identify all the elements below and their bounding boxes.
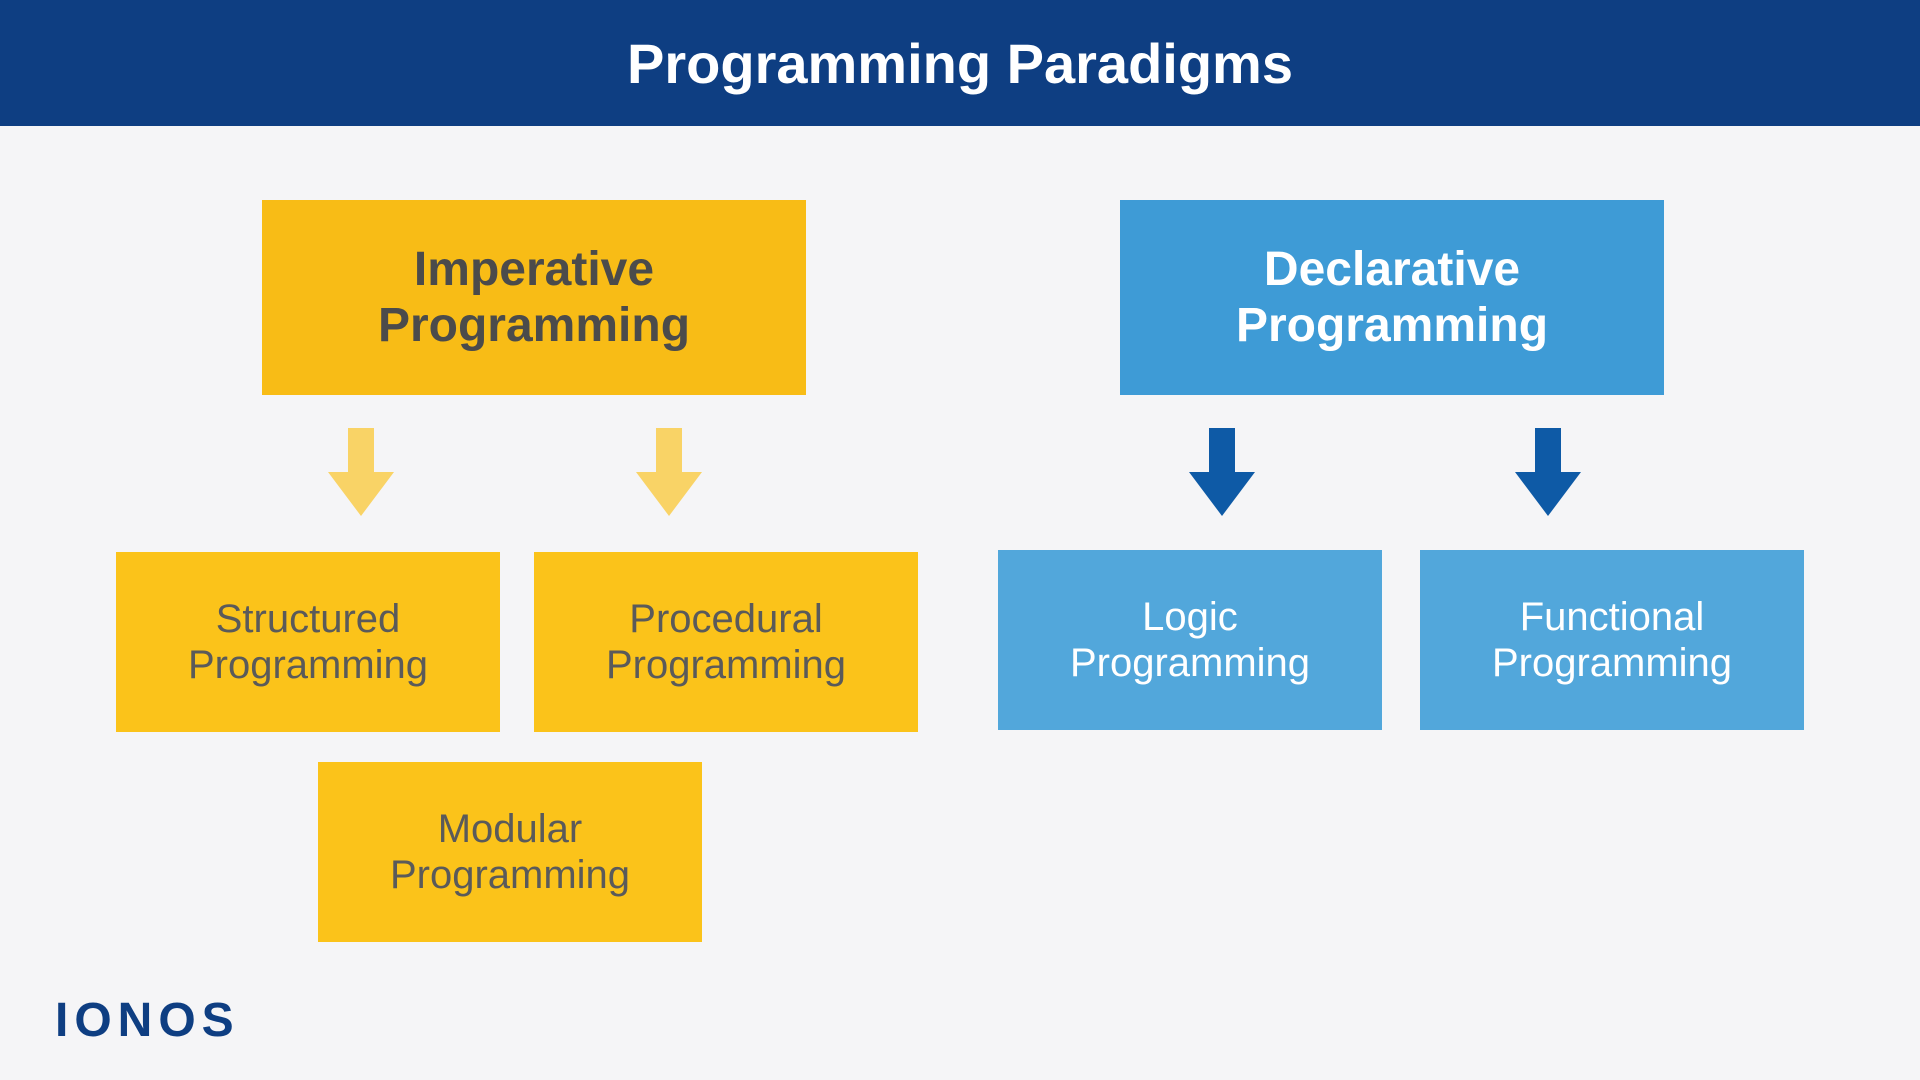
node-modular-label: ModularProgramming <box>390 806 630 898</box>
node-declarative-root-label: DeclarativeProgramming <box>1236 242 1548 352</box>
node-modular: ModularProgramming <box>318 762 702 942</box>
node-procedural: ProceduralProgramming <box>534 552 918 732</box>
node-functional: FunctionalProgramming <box>1420 550 1804 730</box>
node-imperative-root: ImperativeProgramming <box>262 200 806 395</box>
brand-logo: IONOS <box>55 993 240 1048</box>
node-logic: LogicProgramming <box>998 550 1382 730</box>
arrow-down-icon <box>328 428 394 516</box>
node-logic-label: LogicProgramming <box>1070 594 1310 686</box>
header-bar: Programming Paradigms <box>0 0 1920 126</box>
page-title: Programming Paradigms <box>627 31 1293 96</box>
node-functional-label: FunctionalProgramming <box>1492 594 1732 686</box>
node-procedural-label: ProceduralProgramming <box>606 596 846 688</box>
arrow-down-icon <box>1189 428 1255 516</box>
arrow-down-icon <box>636 428 702 516</box>
arrow-down-icon <box>1515 428 1581 516</box>
node-structured-label: StructuredProgramming <box>188 596 428 688</box>
node-imperative-root-label: ImperativeProgramming <box>378 242 690 352</box>
node-structured: StructuredProgramming <box>116 552 500 732</box>
node-declarative-root: DeclarativeProgramming <box>1120 200 1664 395</box>
